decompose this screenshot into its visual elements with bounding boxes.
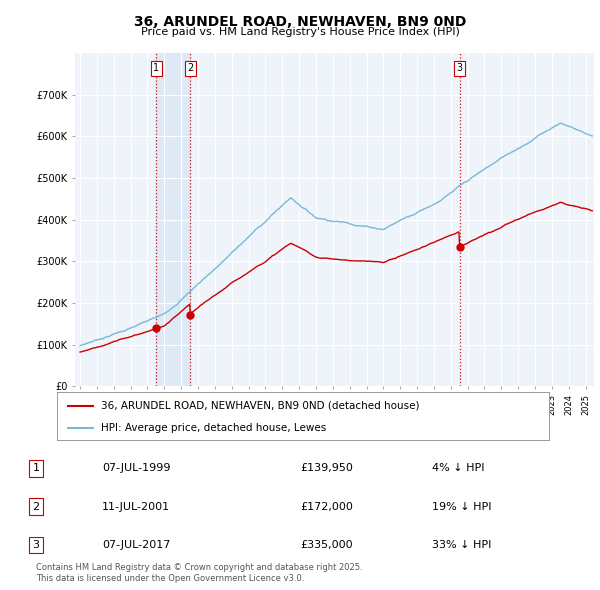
Text: 1: 1	[32, 464, 40, 473]
Text: 07-JUL-2017: 07-JUL-2017	[102, 540, 170, 550]
Text: 33% ↓ HPI: 33% ↓ HPI	[432, 540, 491, 550]
Text: 11-JUL-2001: 11-JUL-2001	[102, 502, 170, 512]
Text: 3: 3	[32, 540, 40, 550]
Text: 2: 2	[187, 63, 193, 73]
Text: £335,000: £335,000	[300, 540, 353, 550]
Text: £139,950: £139,950	[300, 464, 353, 473]
Text: 3: 3	[457, 63, 463, 73]
Text: £172,000: £172,000	[300, 502, 353, 512]
Text: 36, ARUNDEL ROAD, NEWHAVEN, BN9 0ND (detached house): 36, ARUNDEL ROAD, NEWHAVEN, BN9 0ND (det…	[101, 401, 420, 411]
Text: 4% ↓ HPI: 4% ↓ HPI	[432, 464, 485, 473]
Text: 19% ↓ HPI: 19% ↓ HPI	[432, 502, 491, 512]
Text: Price paid vs. HM Land Registry's House Price Index (HPI): Price paid vs. HM Land Registry's House …	[140, 27, 460, 37]
Text: 07-JUL-1999: 07-JUL-1999	[102, 464, 170, 473]
Text: 1: 1	[154, 63, 160, 73]
Text: 2: 2	[32, 502, 40, 512]
Text: 36, ARUNDEL ROAD, NEWHAVEN, BN9 0ND: 36, ARUNDEL ROAD, NEWHAVEN, BN9 0ND	[134, 15, 466, 29]
Bar	[157, 53, 190, 386]
Text: HPI: Average price, detached house, Lewes: HPI: Average price, detached house, Lewe…	[101, 423, 326, 432]
Text: Contains HM Land Registry data © Crown copyright and database right 2025.
This d: Contains HM Land Registry data © Crown c…	[36, 563, 362, 583]
